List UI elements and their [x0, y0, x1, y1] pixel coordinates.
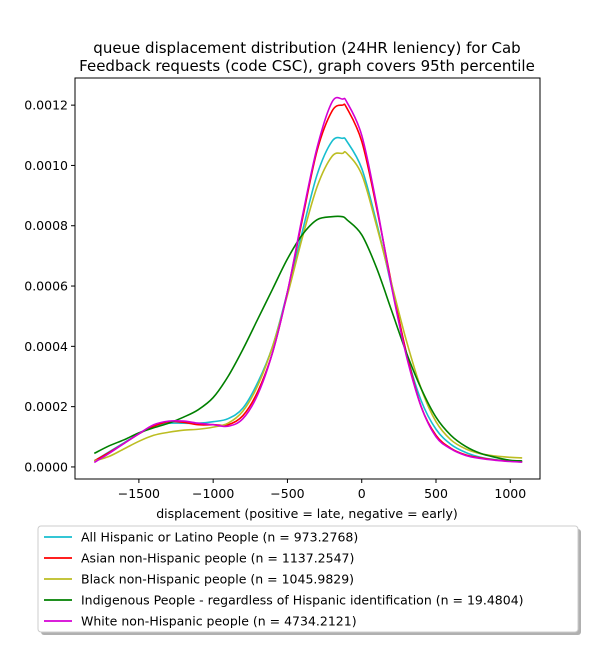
x-axis: −1500 −1000 −500 0 500 1000: [118, 479, 526, 501]
y-tick-label: 0.0004: [24, 339, 68, 354]
y-tick-label: 0.0010: [24, 158, 68, 173]
x-tick-label: −1000: [192, 486, 234, 501]
legend-box: [37, 525, 579, 633]
x-tick-label: −500: [270, 486, 304, 501]
y-tick-label: 0.0002: [24, 399, 68, 414]
x-tick-label: 0: [358, 486, 366, 501]
series-layer: [93, 96, 523, 464]
legend-label-1: All Hispanic or Latino People (n = 973.2…: [81, 530, 358, 545]
y-tick-label: 0.0000: [24, 459, 68, 474]
x-tick-label: 500: [424, 486, 448, 501]
series-line-2: [93, 103, 523, 463]
chart-title: queue displacement distribution (24HR le…: [79, 39, 535, 75]
y-tick-label: 0.0012: [24, 98, 68, 113]
series-line-4: [93, 215, 523, 462]
legend-label-2: Asian non-Hispanic people (n = 1137.2547…: [81, 551, 354, 566]
y-axis: 0.0000 0.0002 0.0004 0.0006 0.0008 0.0010 0.00…: [24, 98, 75, 474]
x-tick-label: 1000: [494, 486, 526, 501]
chart-title-line-1: queue displacement distribution (24HR le…: [93, 39, 520, 57]
legend-label-4: Indigenous People - regardless of Hispan…: [81, 593, 524, 608]
series-line-5: [93, 96, 523, 464]
y-tick-label: 0.0006: [24, 279, 68, 294]
legend-label-5: White non-Hispanic people (n = 4734.2121…: [81, 614, 357, 629]
legend-label-3: Black non-Hispanic people (n = 1045.9829…: [81, 572, 354, 587]
chart-title-line-2: Feedback requests (code CSC), graph cove…: [79, 57, 535, 75]
x-axis-label: displacement (positive = late, negative …: [156, 506, 458, 521]
plot-area-frame: [74, 77, 541, 480]
legend: All Hispanic or Latino People (n = 973.2…: [37, 525, 581, 635]
series-line-3: [94, 150, 523, 462]
y-tick-label: 0.0008: [24, 218, 68, 233]
x-tick-label: −1500: [118, 486, 160, 501]
